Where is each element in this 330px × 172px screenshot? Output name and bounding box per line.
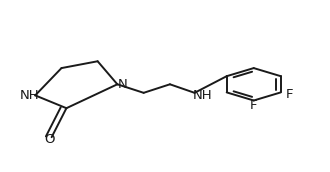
Text: NH: NH xyxy=(192,89,212,102)
Text: N: N xyxy=(117,78,127,91)
Text: O: O xyxy=(44,133,54,146)
Text: NH: NH xyxy=(20,89,39,102)
Text: F: F xyxy=(285,88,293,101)
Text: F: F xyxy=(250,99,257,112)
